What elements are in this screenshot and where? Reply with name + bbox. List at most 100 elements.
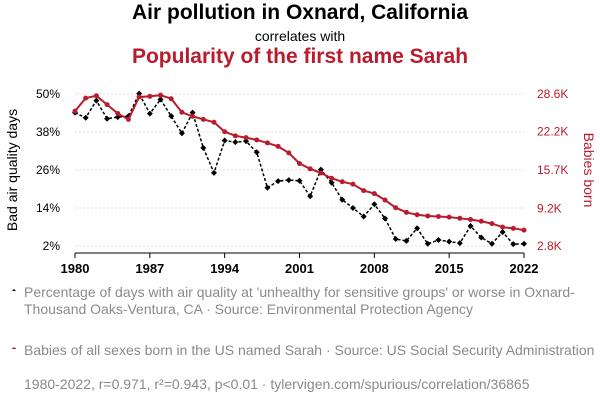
sarah-point [179,109,185,115]
sarah-point [500,224,506,230]
air-pollution-point [510,241,517,248]
x-tick-label: 2022 [510,261,539,276]
air-pollution-line [74,92,525,245]
air-pollution-point [456,240,463,247]
air-pollution-point [93,97,100,104]
air-pollution-point [521,240,527,247]
sarah-point [382,197,388,203]
sarah-point [264,140,270,146]
y-right-axis-label: Babies born [581,133,597,208]
air-pollution-point [382,215,389,222]
air-pollution-point [210,169,217,176]
sarah-point [72,108,78,114]
sarah-point [232,133,238,139]
air-pollution-point [168,113,175,120]
air-pollution-point [435,236,442,243]
axes-layer: 2% 14% 26% 38% 50% 2.8K 9.2K 15.7K 22.2K 28.6K 198… [4,87,597,276]
x-tick-label: 1994 [210,261,240,276]
air-pollution-point [446,238,453,245]
sarah-point [339,179,345,185]
air-pollution-point [424,240,431,247]
air-pollution-point [157,96,164,103]
sarah-point [211,119,217,125]
air-pollution-point [189,109,196,116]
air-pollution-point [232,139,239,146]
sarah-point [83,95,89,101]
sarah-point [93,93,99,99]
sarah-point [136,94,142,100]
air-pollution-point [221,137,228,144]
air-pollution-point [243,138,250,145]
sarah-point [125,116,131,122]
air-pollution-point [328,179,335,186]
legend-item-sarah: Babies of all sexes born in the US named… [4,342,596,359]
air-pollution-point [253,149,260,156]
sarah-point [521,227,527,233]
air-pollution-point [371,201,378,208]
legend-label-sarah: Babies of all sexes born in the US named… [24,342,595,358]
y-left-tick-label: 26% [36,163,60,177]
air-pollution-point [499,229,506,236]
sarah-point [200,116,206,122]
air-pollution-point [264,184,271,191]
sarah-point [350,181,356,187]
sarah-point [286,150,292,156]
sarah-point [457,215,463,221]
y-right-tick-label: 9.2K [537,201,562,215]
sarah-point [371,191,377,197]
air-pollution-point [488,240,495,247]
sarah-point [435,214,441,220]
air-pollution-point [178,130,185,137]
legend-item-air-pollution: Percentage of days with air quality at '… [4,284,596,318]
air-pollution-point [360,213,367,220]
y-left-tick-label: 2% [43,239,61,253]
series-layer [72,90,527,248]
y-right-tick-label: 22.2K [537,125,568,139]
sarah-point [168,96,174,102]
x-tick-label: 2008 [360,261,389,276]
footer-stats: 1980-2022, r=0.971, r²=0.943, p<0.01 · t… [24,376,530,392]
y-left-tick-label: 38% [36,125,60,139]
sarah-point [190,113,196,119]
y-right-tick-label: 15.7K [537,163,568,177]
sarah-point [489,221,495,227]
y-right-tick-label: 28.6K [537,87,568,101]
air-pollution-point [403,237,410,244]
air-pollution-point [146,110,153,117]
air-pollution-point [467,223,474,230]
sarah-point [361,188,367,194]
sarah-point [243,135,249,141]
sarah-point [104,102,110,108]
air-pollution-point [104,115,111,122]
x-tick-label: 1980 [61,261,90,276]
sarah-point [115,110,121,116]
sarah-point [414,212,420,218]
air-pollution-point [392,236,399,243]
sarah-point [222,129,228,135]
sarah-point [446,214,452,220]
air-pollution-point [478,234,485,241]
air-pollution-point [275,178,282,185]
y-right-tick-label: 2.8K [537,239,562,253]
legend-swatch-dashed-diamond [12,289,16,291]
chart-connector-text: correlates with [254,28,346,44]
legend-label-air-pollution: Percentage of days with air quality at '… [24,284,575,317]
air-pollution-point [349,205,356,211]
sarah-point [425,213,431,219]
x-tick-label: 1987 [135,261,164,276]
legend-swatch-solid-circle [11,347,17,349]
chart-subtitle: Popularity of the first name Sarah [131,45,469,68]
sarah-point [329,175,335,181]
chart-title: Air pollution in Oxnard, California [131,1,468,24]
sarah-point [275,143,281,149]
sarah-point [307,166,313,172]
x-tick-label: 2015 [435,261,464,276]
sarah-point [147,93,153,99]
sarah-point [393,205,399,211]
air-pollution-point [82,114,89,121]
air-pollution-point [285,177,292,184]
air-pollution-point [339,196,346,203]
air-pollution-point [414,225,421,232]
air-pollution-point [114,114,121,121]
